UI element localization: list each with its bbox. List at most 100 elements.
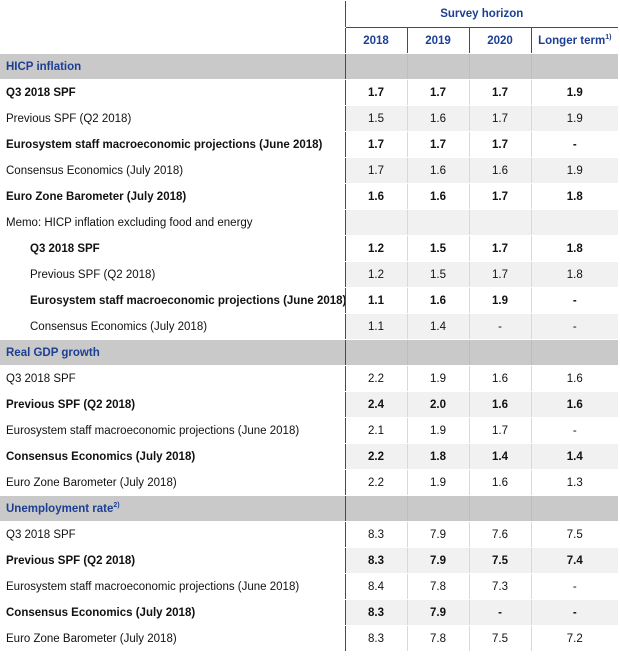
value-cell: - [530, 573, 619, 600]
data-row: Q3 2018 SPF 1.2 1.5 1.7 1.8 [0, 235, 619, 262]
row-label: Consensus Economics (July 2018) [0, 313, 345, 340]
data-row: Consensus Economics (July 2018) 8.3 7.9- - [0, 599, 619, 626]
value-cell: 1.6 [468, 365, 531, 392]
row-label: Eurosystem staff macroeconomic projectio… [0, 131, 345, 158]
data-row: Memo: HICP inflation excluding food and … [0, 209, 619, 236]
value-cell: 1.9 [530, 157, 619, 184]
value-cell: 1.7 [344, 131, 407, 158]
value-cell: 1.6 [344, 183, 407, 210]
data-row: Previous SPF (Q2 2018) 1.5 1.6 1.7 1.9 [0, 105, 619, 132]
value-cell: 8.3 [344, 547, 407, 574]
value-cell: 8.3 [344, 625, 407, 652]
value-cell: 1.8 [530, 183, 619, 210]
row-label: Q3 2018 SPF [0, 365, 345, 392]
value-cell: 1.6 [468, 157, 531, 184]
value-cell: 7.9 [406, 547, 469, 574]
empty-cell [344, 53, 407, 80]
empty-cell [468, 495, 531, 522]
value-cell: 1.8 [530, 235, 619, 262]
empty-cell [406, 339, 469, 366]
row-label: Previous SPF (Q2 2018) [0, 261, 345, 288]
section-header-row: Real GDP growth [0, 339, 619, 366]
row-label: Eurosystem staff macroeconomic projectio… [0, 417, 345, 444]
section-label: HICP inflation [6, 60, 82, 73]
row-label: Eurosystem staff macroeconomic projectio… [0, 573, 345, 600]
data-row: Consensus Economics (July 2018) 1.7 1.6 1.6… [0, 157, 619, 184]
row-label: Memo: HICP inflation excluding food and … [0, 209, 345, 236]
empty-cell [0, 27, 345, 54]
row-label: Consensus Economics (July 2018) [0, 599, 345, 626]
value-cell: - [468, 599, 531, 626]
column-label: 2018 [363, 34, 389, 47]
value-cell: - [530, 313, 619, 340]
row-label: Previous SPF (Q2 2018) [0, 547, 345, 574]
data-row: Euro Zone Barometer (July 2018) 1.6 1.6 1.7… [0, 183, 619, 210]
row-label: Consensus Economics (July 2018) [0, 157, 345, 184]
value-cell: 1.6 [468, 391, 531, 418]
empty-cell [468, 209, 531, 236]
row-label: Consensus Economics (July 2018) [0, 443, 345, 470]
value-cell: 7.9 [406, 521, 469, 548]
empty-cell [468, 339, 531, 366]
group-header: Survey horizon [344, 1, 619, 28]
data-row: Previous SPF (Q2 2018) 2.4 2.0 1.6 1.6 [0, 391, 619, 418]
empty-cell [530, 495, 619, 522]
section-title: HICP inflation [0, 53, 345, 80]
data-row: Eurosystem staff macroeconomic projectio… [0, 287, 619, 314]
value-cell: 1.7 [468, 183, 531, 210]
data-row: Previous SPF (Q2 2018) 8.3 7.9 7.5 7.4 [0, 547, 619, 574]
value-cell: - [530, 287, 619, 314]
value-cell: 1.5 [406, 235, 469, 262]
value-cell: 1.7 [344, 79, 407, 106]
value-cell: 8.3 [344, 599, 407, 626]
empty-cell [406, 53, 469, 80]
column-header: Longer term1) [530, 27, 619, 54]
value-cell: 1.9 [468, 287, 531, 314]
value-cell: 7.9 [406, 599, 469, 626]
value-cell: 1.1 [344, 313, 407, 340]
column-label: Longer term [538, 34, 606, 47]
column-header: 2020 [468, 27, 531, 54]
value-cell: 1.4 [530, 443, 619, 470]
row-label: Q3 2018 SPF [0, 79, 345, 106]
value-cell: 8.3 [344, 521, 407, 548]
value-cell: 1.6 [406, 105, 469, 132]
value-cell: 1.6 [406, 183, 469, 210]
data-row: Previous SPF (Q2 2018) 1.2 1.5 1.7 1.8 [0, 261, 619, 288]
value-cell: 1.8 [406, 443, 469, 470]
value-cell: 1.6 [406, 287, 469, 314]
row-label: Euro Zone Barometer (July 2018) [0, 469, 345, 496]
value-cell: 1.7 [468, 417, 531, 444]
section-label: Unemployment rate [6, 502, 114, 515]
value-cell: - [530, 417, 619, 444]
value-cell: 7.3 [468, 573, 531, 600]
value-cell: 1.7 [406, 131, 469, 158]
value-cell: 1.7 [468, 131, 531, 158]
row-label: Q3 2018 SPF [0, 521, 345, 548]
value-cell: 1.3 [530, 469, 619, 496]
value-cell: 1.9 [406, 417, 469, 444]
row-label: Eurosystem staff macroeconomic projectio… [0, 287, 345, 314]
value-cell: 2.2 [344, 365, 407, 392]
value-cell: 1.6 [530, 391, 619, 418]
value-cell: 7.2 [530, 625, 619, 652]
data-row: Euro Zone Barometer (July 2018) 2.2 1.9 1.6… [0, 469, 619, 496]
group-header-row: Survey horizon [0, 1, 619, 28]
value-cell: 1.5 [406, 261, 469, 288]
data-row: Q3 2018 SPF 8.3 7.9 7.6 7.5 [0, 521, 619, 548]
value-cell: 1.7 [406, 79, 469, 106]
value-cell: 1.8 [530, 261, 619, 288]
value-cell: 1.2 [344, 261, 407, 288]
value-cell: 7.4 [530, 547, 619, 574]
value-cell: 1.6 [468, 469, 531, 496]
value-cell: 7.5 [468, 625, 531, 652]
value-cell: 7.5 [468, 547, 531, 574]
empty-cell [530, 339, 619, 366]
value-cell: 1.6 [530, 365, 619, 392]
value-cell: 2.4 [344, 391, 407, 418]
empty-cell [406, 209, 469, 236]
value-cell: 1.4 [406, 313, 469, 340]
data-row: Eurosystem staff macroeconomic projectio… [0, 417, 619, 444]
footnote-marker: 1) [605, 34, 612, 42]
empty-cell [530, 209, 619, 236]
